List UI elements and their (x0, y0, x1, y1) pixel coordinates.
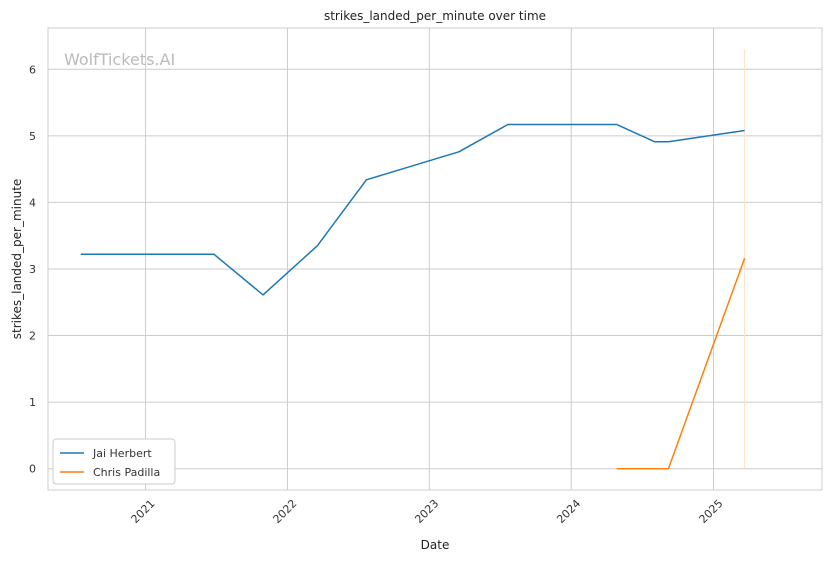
x-tick-label: 2022 (270, 497, 299, 526)
grid (48, 28, 822, 490)
x-tick-label: 2021 (129, 497, 158, 526)
legend: Jai Herbert Chris Padilla (52, 438, 176, 485)
watermark-text: WolfTickets.AI (64, 50, 175, 69)
y-tick-label: 4 (29, 196, 36, 209)
series-line-0 (80, 123, 745, 296)
legend-label: Chris Padilla (93, 466, 160, 479)
legend-label: Jai Herbert (92, 447, 152, 460)
y-axis-label: strikes_landed_per_minute (10, 179, 24, 340)
x-axis-label: Date (421, 538, 450, 552)
plot-frame (47, 27, 823, 491)
y-tick-label: 6 (29, 63, 36, 76)
x-tick-label: 2023 (412, 497, 441, 526)
x-tick-label: 2024 (554, 497, 583, 526)
y-tick-label: 5 (29, 130, 36, 143)
y-tick-label: 2 (29, 330, 36, 343)
y-tick-label: 0 (29, 463, 36, 476)
chart-title: strikes_landed_per_minute over time (324, 9, 546, 23)
series-layer (80, 123, 746, 470)
x-tick-label: 2025 (697, 497, 726, 526)
y-tick-label: 3 (29, 263, 36, 276)
y-tick-label: 1 (29, 396, 36, 409)
series-line-1 (616, 258, 746, 470)
